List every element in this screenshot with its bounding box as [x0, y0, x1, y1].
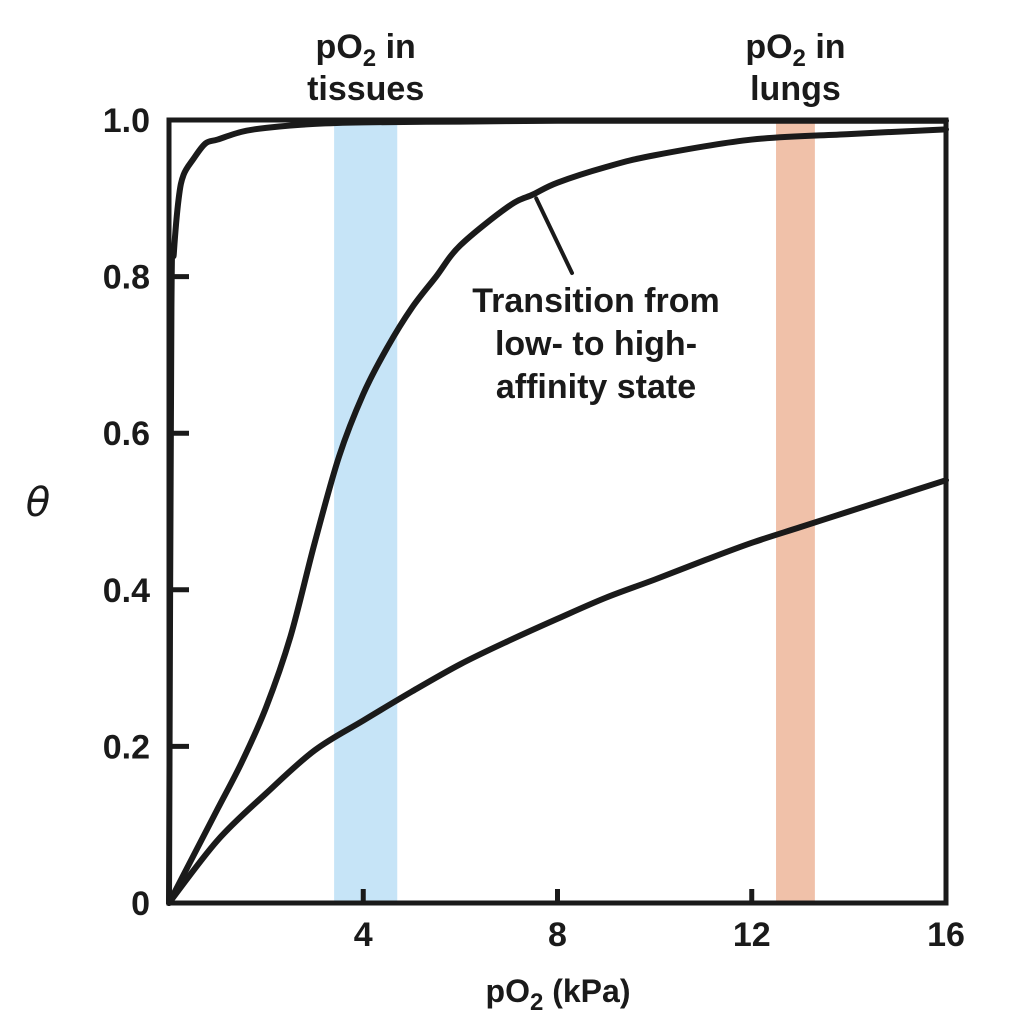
- band-tissues: [334, 120, 398, 903]
- band-label-lungs-line1: pO2 in: [745, 28, 845, 72]
- band-lungs: [776, 120, 815, 903]
- curves-layer: [166, 117, 949, 906]
- y-tick-label: 0.6: [103, 415, 150, 453]
- plot-frame: [166, 117, 949, 906]
- x-axis-label-prefix: pO: [486, 973, 530, 1009]
- band-label-prefix: pO: [745, 28, 792, 66]
- band-label-prefix: pO: [316, 28, 363, 66]
- curve-series-3: [166, 477, 949, 906]
- x-axis-label-suffix: (kPa): [543, 973, 630, 1009]
- band-label-subscript: 2: [363, 45, 376, 72]
- annotation-leader-line: [534, 196, 574, 275]
- curve-series-2: [166, 126, 949, 906]
- curve-series-1: [166, 117, 949, 906]
- y-tick-label: 0.2: [103, 728, 150, 766]
- annotation-text-line: low- to high-: [495, 325, 697, 363]
- x-tick-label: 8: [548, 916, 567, 954]
- y-tick-label: 0: [131, 885, 150, 923]
- y-tick-label: 0.8: [103, 259, 150, 297]
- x-axis-label: pO2 (kPa): [486, 973, 631, 1016]
- band-label-suffix: in: [806, 28, 846, 66]
- ticks-layer: 4 8 12 16 0 0.2 0.4 0.6 0.8 1.0: [103, 102, 965, 954]
- y-axis-label: θ: [26, 480, 50, 526]
- annotation-layer: Transition from low- to high-affinity sta…: [472, 196, 720, 406]
- y-tick-label: 0.4: [103, 572, 150, 610]
- y-tick-label: 1.0: [103, 102, 150, 140]
- x-tick-label: 12: [733, 916, 771, 954]
- annotation-text-line: affinity state: [496, 368, 696, 406]
- band-label-tissues-line1: pO2 in: [316, 28, 416, 72]
- band-label-lungs-line2: lungs: [750, 70, 841, 108]
- annotation-text-line: Transition from: [472, 282, 719, 320]
- x-tick-label: 16: [927, 916, 965, 954]
- band-label-subscript: 2: [793, 45, 806, 72]
- band-label-suffix: in: [376, 28, 416, 66]
- band-label-tissues-line2: tissues: [307, 70, 424, 108]
- bands-layer: [334, 120, 815, 903]
- x-axis-label-subscript: 2: [530, 989, 543, 1016]
- x-tick-label: 4: [354, 916, 373, 954]
